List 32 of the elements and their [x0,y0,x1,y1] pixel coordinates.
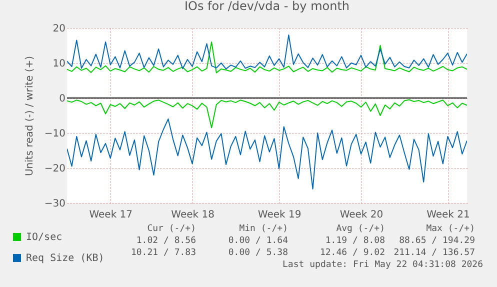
line-series [67,118,467,190]
legend-label: Req Size (KB) [26,253,104,264]
chart-title: IOs for /dev/vda - by month [184,0,350,13]
text: Cur (-/+) [147,224,196,234]
text: 1.19 / 8.08 [325,236,385,246]
line-series [67,42,467,74]
text: 10.21 / 7.83 [130,248,196,258]
y-tick-label: 20 [52,24,66,34]
y-tick-label: −10 [44,128,66,140]
legend-label: IO/sec [26,232,62,243]
y-tick-label: 10 [52,58,66,70]
text: Avg (-/+) [336,224,385,234]
y-tick-label: 0 [59,94,66,104]
text: 1.02 / 8.56 [136,236,196,246]
line-series [67,34,467,70]
y-tick-label: −20 [44,164,66,174]
x-tick-label: Week 19 [258,210,302,220]
text: Max (-/+) [426,224,475,234]
text: 88.65 / 194.29 [399,236,475,246]
x-tick-label: Week 20 [340,210,384,220]
y-tick-label: −30 [44,198,66,210]
y-axis-title: Units read (-) / write (+) [24,56,36,176]
text: Last update: Fri May 22 04:31:08 2026 [282,260,483,270]
text: 0.00 / 5.38 [228,248,288,258]
x-tick-label: Week 18 [171,210,214,220]
line-series [67,99,467,128]
text: 0.00 / 1.64 [228,236,288,246]
text: Min (-/+) [239,224,288,234]
x-tick-label: Week 17 [89,210,133,220]
text: 211.14 / 136.57 [394,248,475,258]
text: 12.46 / 9.02 [320,248,385,258]
x-tick-label: Week 21 [426,210,470,220]
